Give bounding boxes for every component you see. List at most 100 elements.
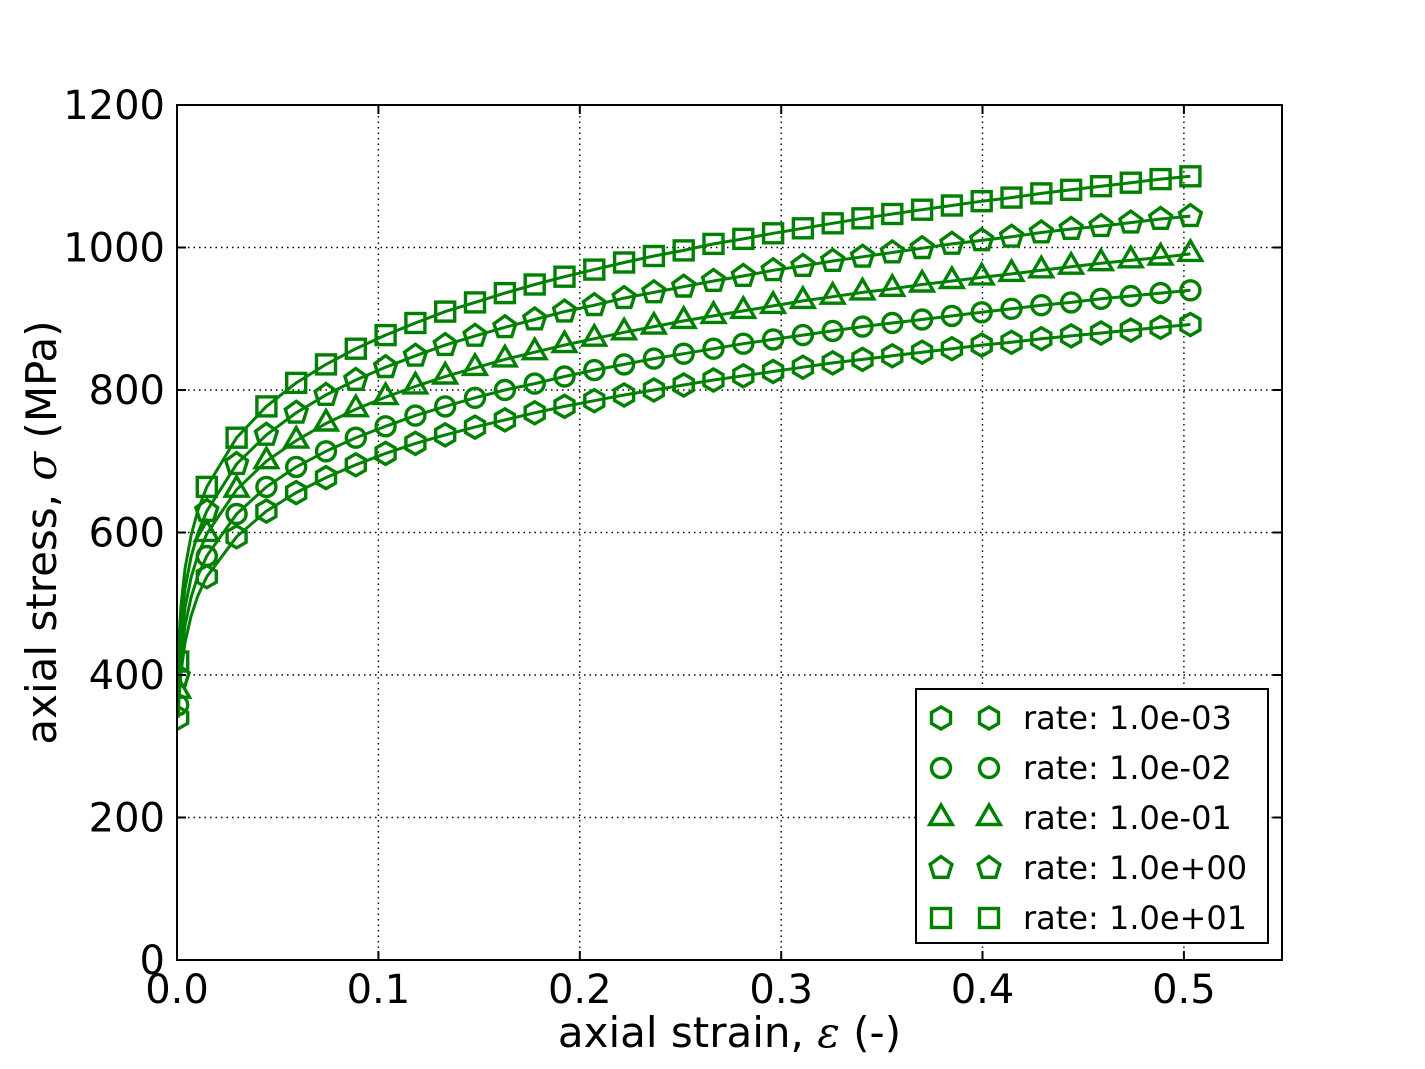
series-line [177, 174, 1191, 662]
pentagon-marker-icon [700, 267, 727, 292]
x-axis-label-unit: (-) [839, 1008, 902, 1057]
square-marker-icon [910, 198, 934, 221]
triangle-marker-icon [1176, 237, 1205, 263]
pentagon-marker-icon [670, 273, 697, 298]
pentagon-marker-icon [998, 223, 1025, 248]
triangle-marker-icon [1056, 250, 1086, 275]
hexagon-marker-icon [940, 335, 964, 362]
circle-marker-icon [463, 386, 487, 409]
pentagon-marker-icon [939, 230, 965, 255]
series-square [177, 165, 1202, 673]
circle-marker-icon [977, 756, 1001, 780]
pentagon-marker-icon [462, 322, 488, 347]
circle-marker-icon [1030, 294, 1053, 317]
circle-marker-icon [702, 337, 725, 360]
pentagon-marker-icon [1088, 212, 1114, 238]
y-tick-label: 600 [89, 511, 165, 557]
hexagon-marker-icon [1000, 329, 1023, 356]
square-marker-icon [583, 258, 606, 281]
legend-marker-pair [929, 705, 1001, 731]
square-marker-icon [404, 311, 427, 335]
x-tick-label: 0.4 [951, 967, 1015, 1013]
hexagon-marker-icon [977, 705, 1001, 731]
square-marker-icon [977, 906, 1001, 930]
pentagon-marker-icon [928, 854, 954, 879]
circle-marker-icon [553, 365, 576, 388]
pentagon-marker-icon [611, 284, 637, 310]
hexagon-marker-icon [583, 387, 606, 414]
triangle-marker-icon [371, 380, 400, 406]
hexagon-marker-icon [642, 377, 666, 403]
hexagon-marker-icon [970, 332, 993, 359]
pentagon-marker-icon [1177, 202, 1204, 228]
triangle-marker-icon [669, 304, 698, 330]
square-marker-icon [612, 251, 636, 274]
pentagon-marker-icon [372, 353, 399, 379]
pentagon-marker-icon [253, 421, 280, 446]
x-axis-label-text: axial strain, [557, 1008, 818, 1057]
legend-marker-pair [928, 854, 1002, 879]
square-marker-icon [285, 371, 308, 395]
circle-marker-icon [761, 328, 785, 351]
pentagon-marker-icon [1117, 209, 1144, 234]
circle-marker-icon [177, 693, 190, 717]
square-marker-icon [970, 189, 993, 213]
triangle-marker-icon [341, 392, 371, 418]
square-marker-icon [1149, 167, 1172, 191]
tick-labels: 0.0 0.1 0.2 0.3 0.4 0.5 0 200 400 600 800 1000 1200 [63, 83, 1216, 1013]
triangle-marker-icon [550, 328, 579, 354]
circle-marker-icon [285, 455, 308, 479]
triangle-marker-icon [430, 360, 460, 385]
circle-marker-icon [1089, 287, 1113, 310]
circle-marker-icon [672, 342, 695, 365]
circle-marker-icon [821, 319, 844, 343]
pentagon-marker-icon [521, 305, 548, 331]
y-tick-label: 1200 [63, 83, 165, 129]
pentagon-marker-icon [909, 234, 935, 260]
hexagon-marker-icon [225, 523, 248, 550]
circle-marker-icon [1000, 297, 1023, 320]
square-marker-icon [761, 222, 785, 245]
circle-marker-icon [344, 426, 367, 449]
y-tick-label: 200 [89, 796, 165, 842]
circle-marker-icon [1149, 281, 1172, 305]
triangle-marker-icon [311, 407, 341, 432]
legend-marker-pair [926, 801, 1004, 827]
triangle-marker-icon [252, 444, 281, 470]
hexagon-marker-icon [463, 414, 487, 441]
hexagon-marker-icon [255, 498, 278, 525]
square-marker-icon [672, 239, 695, 262]
circle-marker-icon [1179, 279, 1202, 302]
square-marker-icon [1030, 182, 1053, 205]
square-marker-icon [374, 323, 397, 347]
hexagon-marker-icon [374, 440, 397, 467]
circle-marker-icon [612, 353, 636, 376]
triangle-marker-icon [729, 294, 758, 320]
triangle-marker-icon [609, 315, 639, 341]
square-marker-icon [1059, 178, 1083, 202]
hexagon-marker-icon [553, 393, 576, 420]
square-marker-icon [314, 353, 338, 376]
legend-marker-pair [929, 756, 1001, 780]
pentagon-marker-icon [849, 243, 876, 268]
hexagon-marker-icon [612, 382, 636, 408]
hexagon-marker-icon [732, 362, 755, 389]
hexagon-marker-icon [523, 399, 546, 426]
circle-marker-icon [1119, 284, 1143, 308]
hexagon-marker-icon [1149, 314, 1172, 341]
pentagon-marker-icon [402, 342, 429, 367]
pentagon-marker-icon [641, 278, 667, 304]
pentagon-marker-icon [968, 226, 995, 252]
hexagon-marker-icon [851, 346, 874, 373]
hexagon-marker-icon [195, 563, 219, 590]
triangle-marker-icon [926, 801, 956, 827]
hexagon-marker-icon [314, 464, 338, 491]
pentagon-marker-icon [976, 854, 1002, 879]
series-line [177, 214, 1191, 677]
square-marker-icon [821, 212, 844, 235]
hexagon-marker-icon [702, 367, 725, 393]
hexagon-marker-icon [761, 358, 785, 385]
square-marker-icon [702, 232, 725, 256]
pentagon-marker-icon [581, 291, 608, 317]
